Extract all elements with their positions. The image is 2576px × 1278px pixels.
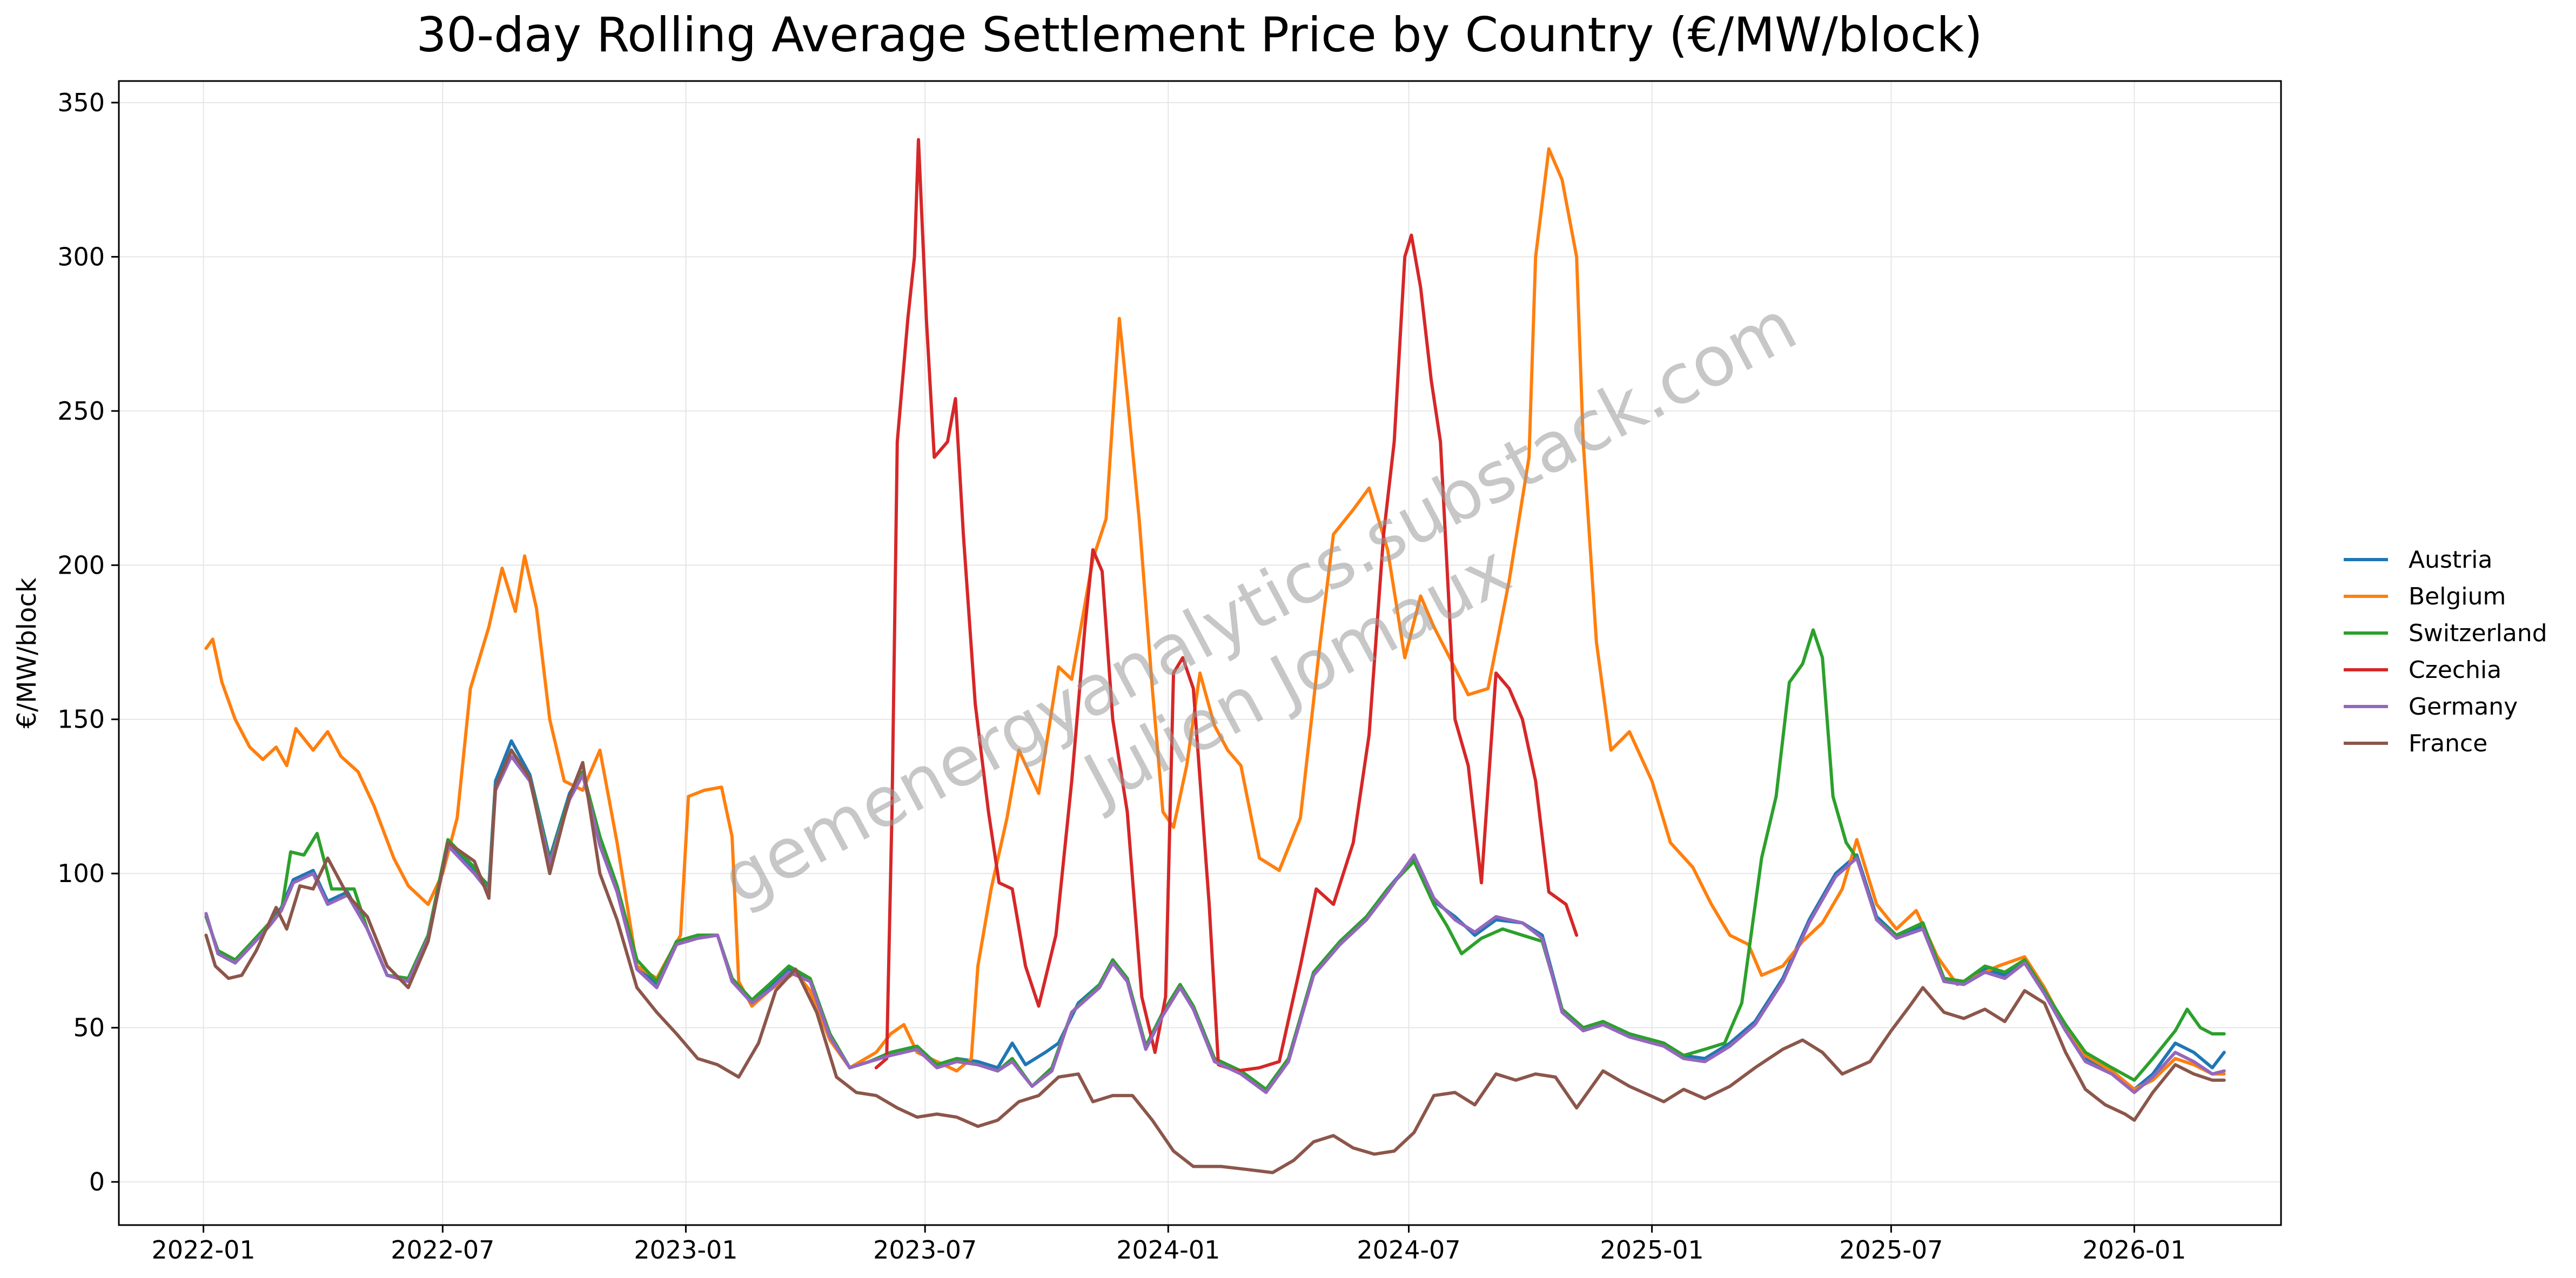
y-tick-label: 200 xyxy=(57,550,105,580)
y-tick-label: 0 xyxy=(89,1167,105,1196)
series-line-france xyxy=(204,748,2226,1174)
x-tick-label: 2023-01 xyxy=(634,1235,737,1264)
x-tick-label: 2023-07 xyxy=(873,1235,977,1264)
axes: 2022-01 2022-07 2023-01 2023-07 2024-01 2024-… xyxy=(57,88,2186,1264)
y-tick-label: 300 xyxy=(57,242,105,271)
x-tick-label: 2022-01 xyxy=(151,1235,255,1264)
x-tick-label: 2025-07 xyxy=(1839,1235,1943,1264)
chart-title: 30-day Rolling Average Settlement Price … xyxy=(416,7,1982,63)
legend-label-france: France xyxy=(2409,730,2487,757)
legend-label-switzerland: Switzerland xyxy=(2409,620,2547,647)
plot-area-frame xyxy=(118,80,2282,1226)
series-line-czechia xyxy=(874,138,1579,1073)
legend: Austria Belgium Switzerland Czechia Germany F… xyxy=(2344,546,2547,757)
y-tick-label: 150 xyxy=(57,705,105,734)
series-line-austria xyxy=(204,739,2226,1091)
y-tick-label: 50 xyxy=(73,1013,105,1042)
watermark-text: gemenergyanalytics.substack.com xyxy=(709,285,1809,921)
legend-label-czechia: Czechia xyxy=(2409,656,2501,684)
legend-label-austria: Austria xyxy=(2409,546,2492,574)
x-tick-label: 2024-07 xyxy=(1357,1235,1460,1264)
x-tick-label: 2026-01 xyxy=(2082,1235,2186,1264)
series-line-belgium xyxy=(204,147,2226,1091)
legend-label-belgium: Belgium xyxy=(2409,583,2506,610)
x-tick-label: 2025-01 xyxy=(1600,1235,1704,1264)
y-tick-label: 250 xyxy=(57,396,105,426)
y-tick-label: 350 xyxy=(57,88,105,117)
legend-label-germany: Germany xyxy=(2409,693,2518,721)
series-lines xyxy=(204,138,2226,1174)
x-tick-label: 2024-01 xyxy=(1116,1235,1220,1264)
y-tick-label: 100 xyxy=(57,859,105,888)
x-tick-label: 2022-07 xyxy=(391,1235,494,1264)
y-axis-label: €/MW/block xyxy=(12,577,42,728)
